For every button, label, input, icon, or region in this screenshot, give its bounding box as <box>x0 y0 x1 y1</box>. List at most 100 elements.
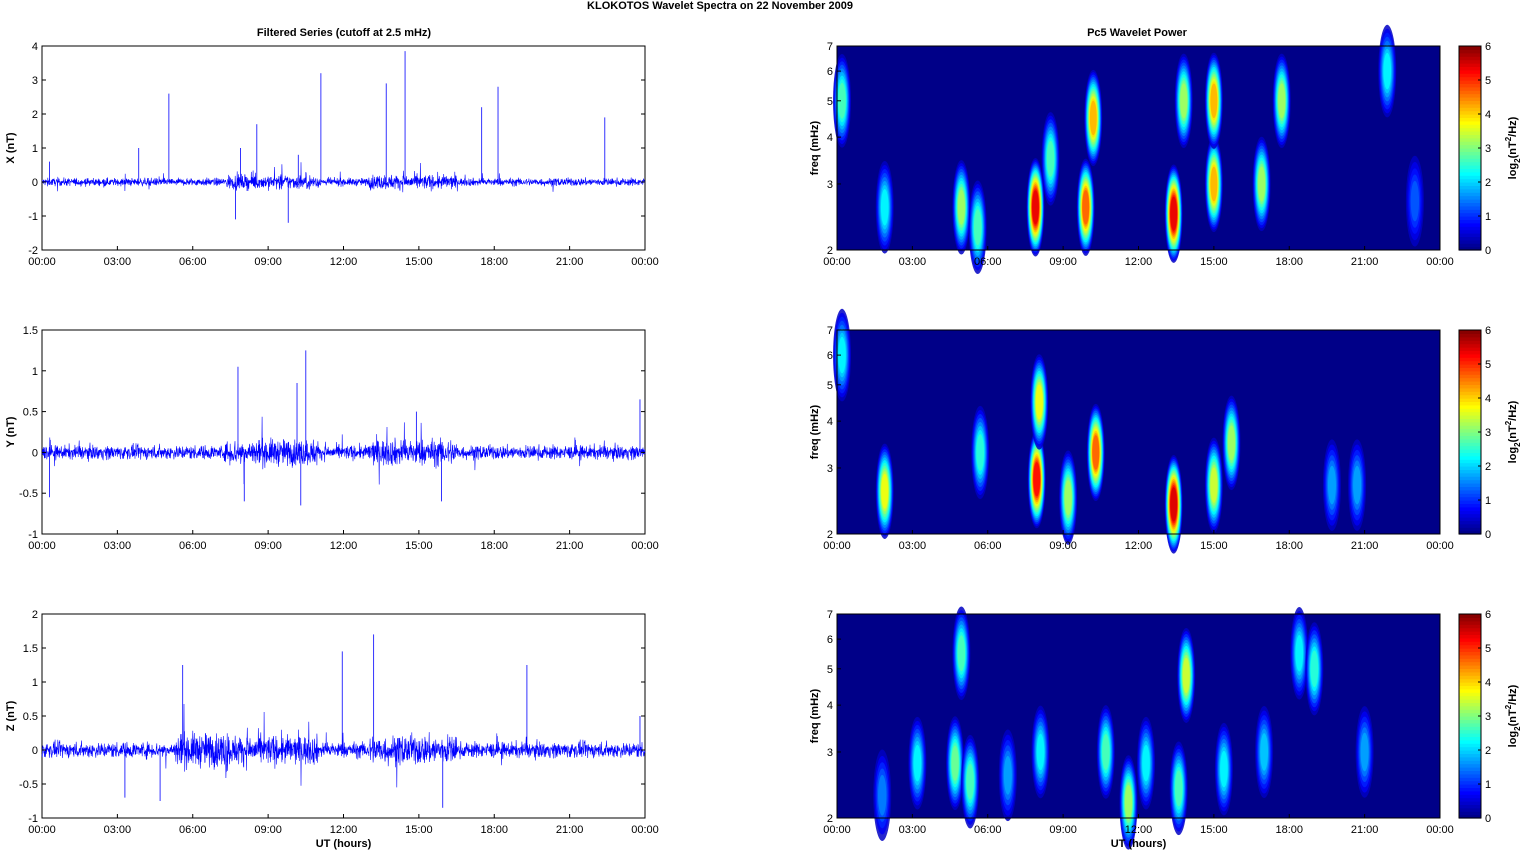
colorbar-label: log2(nT2/Hz) <box>1504 684 1522 747</box>
timeseries-xtick-label: 12:00 <box>330 540 358 552</box>
colorbar-swatch <box>1459 97 1481 101</box>
colorbar-swatch <box>1459 500 1481 504</box>
colorbar-swatch <box>1459 246 1481 251</box>
colorbar-tick-label: 4 <box>1485 677 1491 689</box>
colorbar-swatch <box>1459 137 1481 142</box>
colorbar-swatch <box>1459 790 1481 795</box>
wavelet-ytick-label: 6 <box>827 634 833 646</box>
colorbar-swatch <box>1459 229 1481 234</box>
colorbar-swatch <box>1459 384 1481 389</box>
colorbar-swatch <box>1459 617 1481 622</box>
colorbar-swatch <box>1459 205 1481 210</box>
timeseries-xtick-label: 00:00 <box>28 824 56 836</box>
colorbar-swatch <box>1459 391 1481 396</box>
timeseries-ytick-label: 0 <box>32 447 38 459</box>
wavelet-ytick-label: 2 <box>827 813 833 825</box>
colorbar-swatch <box>1459 350 1481 355</box>
timeseries-line-y <box>41 416 646 485</box>
colorbar-swatch <box>1459 780 1481 785</box>
wavelet-blob <box>957 635 966 672</box>
colorbar-swatch <box>1459 353 1481 358</box>
wavelet-blob <box>1383 52 1392 90</box>
colorbar-swatch <box>1459 411 1481 416</box>
timeseries-panel-x: -2 -1 0 1 2 3 4 00:00 03:00 06:00 09:00 12:00 15:00 1… <box>5 41 659 268</box>
wavelet-blob <box>1210 467 1218 503</box>
wavelet-ytick-label: 6 <box>827 66 833 78</box>
colorbar-tick-label: 3 <box>1485 143 1491 155</box>
wavelet-xtick-label: 18:00 <box>1275 256 1303 268</box>
colorbar-swatch <box>1459 377 1481 382</box>
timeseries-xtick-label: 06:00 <box>179 256 207 268</box>
colorbar-tick-label: 6 <box>1485 41 1491 53</box>
colorbar-swatch <box>1459 243 1481 248</box>
colorbar-swatch <box>1459 631 1481 635</box>
colorbar-swatch <box>1459 69 1481 74</box>
wavelet-xtick-label: 06:00 <box>974 540 1002 552</box>
colorbar-swatch <box>1459 530 1481 535</box>
wavelet-blob <box>1258 166 1266 202</box>
timeseries-xtick-label: 00:00 <box>631 256 659 268</box>
wavelet-xtick-label: 09:00 <box>1049 256 1077 268</box>
colorbar-swatch <box>1459 743 1481 748</box>
wavelet-blob <box>878 774 887 816</box>
timeseries-ytick-label: 0 <box>32 745 38 757</box>
timeseries-ytick-label: 2 <box>32 109 38 121</box>
wavelet-blob <box>1175 770 1183 807</box>
colorbar-swatch <box>1459 83 1481 88</box>
colorbar-swatch <box>1459 661 1481 666</box>
timeseries-xtick-label: 09:00 <box>254 824 282 836</box>
wavelet-blob <box>951 745 959 781</box>
colorbar-swatch <box>1459 624 1481 629</box>
colorbar-tick-label: 5 <box>1485 359 1491 371</box>
colorbar-tick-label: 2 <box>1485 461 1491 473</box>
wavelet-xtick-label: 00:00 <box>1426 540 1454 552</box>
colorbar-swatch <box>1459 777 1481 782</box>
colorbar-swatch <box>1459 712 1481 717</box>
timeseries-ytick-label: 3 <box>32 75 38 87</box>
colorbar-swatch <box>1459 216 1481 220</box>
colorbar-swatch <box>1459 787 1481 792</box>
wavelet-xtick-label: 09:00 <box>1049 824 1077 836</box>
timeseries-ytick-label: 1 <box>32 366 38 378</box>
figure-title: KLOKOTOS Wavelet Spectra on 22 November … <box>587 0 853 12</box>
colorbar-swatch <box>1459 807 1481 812</box>
colorbar-swatch <box>1459 381 1481 385</box>
wavelet-ytick-label: 5 <box>827 96 833 108</box>
colorbar-swatch <box>1459 401 1481 406</box>
wavelet-blob <box>1064 480 1072 516</box>
colorbar-swatch <box>1459 209 1481 214</box>
colorbar-swatch <box>1459 80 1481 84</box>
colorbar-swatch <box>1459 449 1481 453</box>
timeseries-xtick-label: 21:00 <box>556 256 584 268</box>
colorbar-swatch <box>1459 614 1481 618</box>
wavelet-xlabel: UT (hours) <box>1111 838 1167 850</box>
colorbar-swatch <box>1459 784 1481 788</box>
wavelet-blob <box>1142 744 1150 782</box>
timeseries-ytick-label: -1 <box>28 813 38 825</box>
timeseries-ytick-label: 1 <box>32 677 38 689</box>
colorbar-swatch <box>1459 195 1481 200</box>
colorbar-swatch <box>1459 658 1481 663</box>
colorbar-swatch <box>1459 168 1481 173</box>
colorbar-swatch <box>1459 709 1481 714</box>
colorbar-tick-label: 4 <box>1485 393 1491 405</box>
timeseries-ytick-label: 1.5 <box>23 325 38 337</box>
timeseries-line-x <box>41 162 646 193</box>
wavelet-xtick-label: 06:00 <box>974 824 1002 836</box>
colorbar-swatch <box>1459 56 1481 61</box>
colorbar-swatch <box>1459 49 1481 54</box>
timeseries-axes-z <box>41 613 646 819</box>
colorbar-swatch <box>1459 804 1481 809</box>
colorbar-swatch <box>1459 736 1481 741</box>
timeseries-ytick-label: 0.5 <box>23 711 38 723</box>
wavelet-ytick-label: 4 <box>827 700 833 712</box>
timeseries-xtick-label: 00:00 <box>631 824 659 836</box>
colorbar-swatch <box>1459 760 1481 765</box>
colorbar-swatch <box>1459 438 1481 443</box>
colorbar-swatch <box>1459 794 1481 799</box>
colorbar-swatch <box>1459 750 1481 754</box>
colorbar-tick-label: 3 <box>1485 427 1491 439</box>
wavelet-blob <box>1260 733 1269 771</box>
timeseries-xtick-label: 12:00 <box>330 824 358 836</box>
wavelet-blob <box>1046 140 1055 177</box>
